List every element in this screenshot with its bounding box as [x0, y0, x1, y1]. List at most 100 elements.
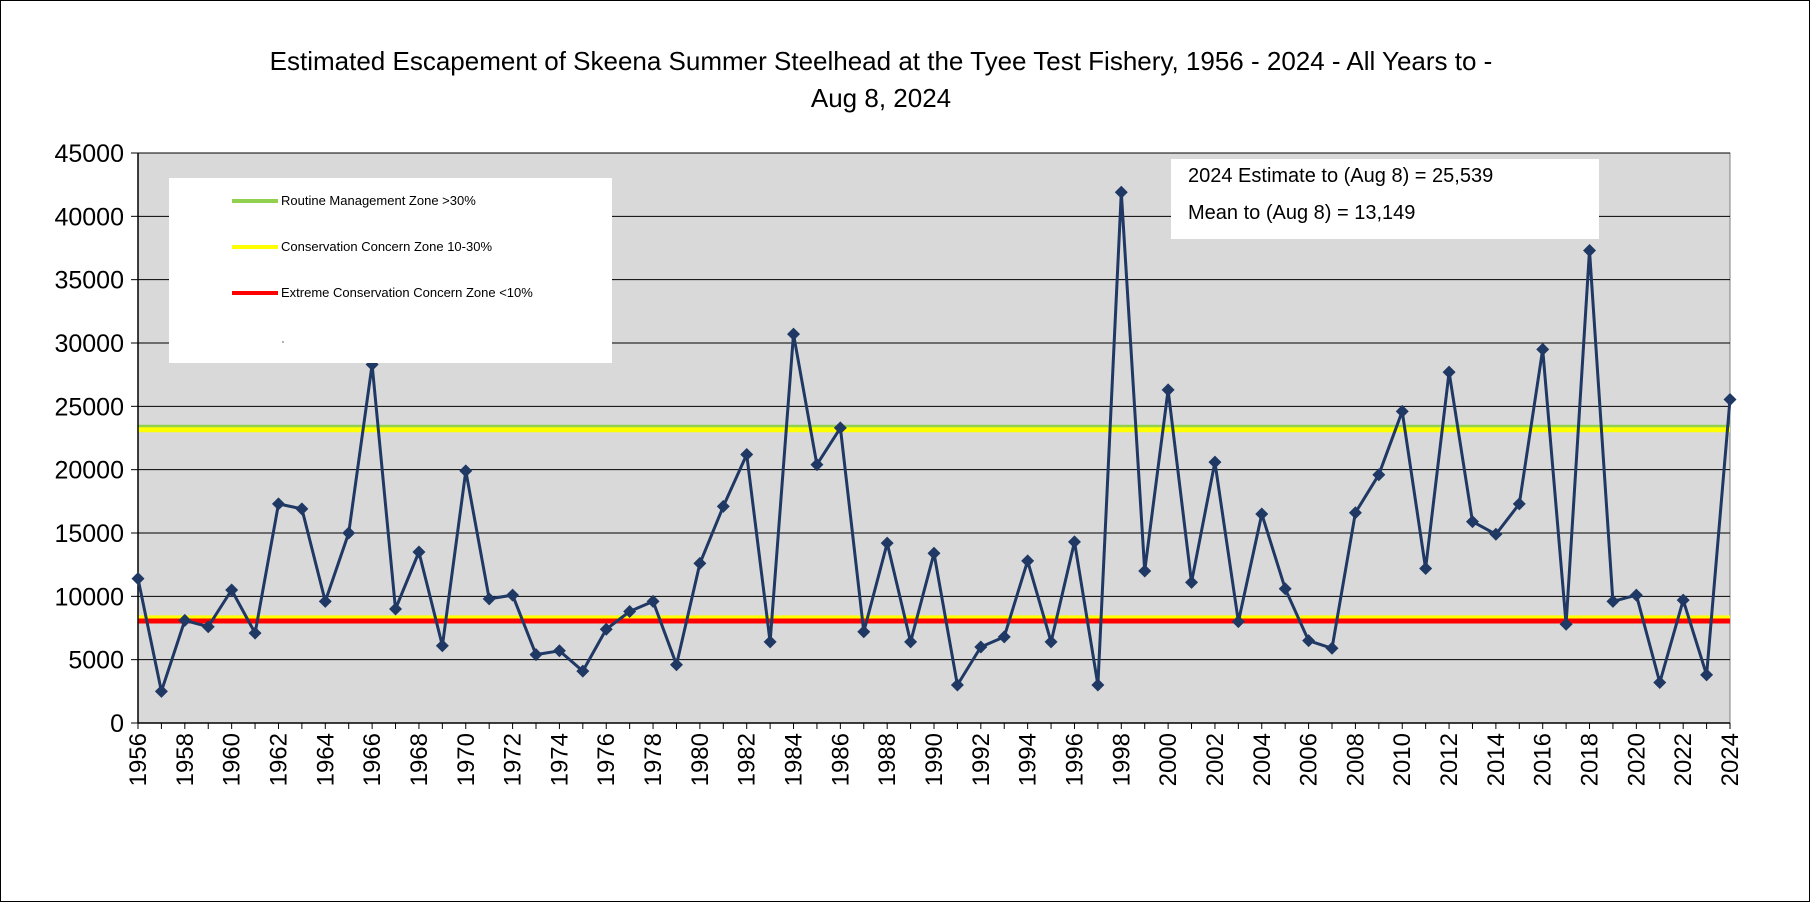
data-point-2022 [1676, 593, 1690, 607]
y-tick-label-5000: 5000 [68, 647, 124, 675]
x-tick-label-1972: 1972 [500, 733, 527, 786]
data-point-1962 [271, 497, 285, 511]
data-point-1968 [412, 545, 426, 559]
y-tick-label-0: 0 [110, 710, 124, 738]
data-point-2017 [1559, 617, 1573, 631]
x-tick-label-1980: 1980 [687, 733, 714, 786]
chart-title-line-2: Aug 8, 2024 [811, 83, 951, 113]
x-tick-label-2008: 2008 [1342, 733, 1369, 786]
x-tick-label-1974: 1974 [546, 733, 573, 786]
x-tick-label-2020: 2020 [1623, 733, 1650, 786]
data-point-2019 [1606, 594, 1620, 608]
data-point-1996 [1067, 535, 1081, 549]
data-point-1984 [787, 327, 801, 341]
y-tick-label-30000: 30000 [54, 330, 124, 358]
x-tick-label-1978: 1978 [640, 733, 667, 786]
annotation-background [1171, 159, 1599, 239]
gridlines [138, 152, 1730, 661]
data-point-1956 [131, 572, 145, 586]
data-point-1994 [1021, 554, 1035, 568]
data-point-2020 [1629, 588, 1643, 602]
y-tick-label-25000: 25000 [54, 393, 124, 421]
data-point-2003 [1231, 615, 1245, 629]
data-point-1964 [318, 594, 332, 608]
y-tick-label-15000: 15000 [54, 520, 124, 548]
data-point-1967 [389, 602, 403, 616]
x-tick-label-1984: 1984 [781, 733, 808, 786]
data-point-1958 [178, 613, 192, 627]
x-tick-label-2002: 2002 [1202, 733, 1229, 786]
legend: Routine Management Zone >30% Conservatio… [169, 178, 612, 363]
data-point-1976 [599, 622, 613, 636]
x-tick-label-1988: 1988 [874, 733, 901, 786]
x-tick-label-2012: 2012 [1436, 733, 1463, 786]
x-tick-label-2010: 2010 [1389, 733, 1416, 786]
data-point-1981 [716, 499, 730, 513]
data-point-2011 [1419, 561, 1433, 575]
data-point-1993 [997, 630, 1011, 644]
legend-label-extreme: Extreme Conservation Concern Zone <10% [281, 285, 533, 300]
x-axis-tick-labels: 1956 1958 1960 1962 1964 1966 1968 1970 1972 1974… [125, 733, 1744, 786]
data-point-2012 [1442, 365, 1456, 379]
x-tick-label-1992: 1992 [968, 733, 995, 786]
y-tick-label-40000: 40000 [54, 203, 124, 231]
x-tick-label-1986: 1986 [827, 733, 854, 786]
data-point-1972 [506, 588, 520, 602]
data-point-1992 [974, 640, 988, 654]
data-point-2021 [1653, 675, 1667, 689]
reference-lines [138, 424, 1730, 624]
x-tick-label-1960: 1960 [219, 733, 246, 786]
x-tick-label-2006: 2006 [1296, 733, 1323, 786]
y-tick-label-35000: 35000 [54, 267, 124, 295]
data-point-1978 [646, 594, 660, 608]
legend-empty-marker [282, 341, 284, 343]
data-point-1982 [740, 447, 754, 461]
x-tick-label-1966: 1966 [359, 733, 386, 786]
data-point-2013 [1465, 515, 1479, 529]
data-point-2023 [1700, 668, 1714, 682]
data-point-1960 [225, 583, 239, 597]
data-point-2009 [1372, 468, 1386, 482]
data-point-1975 [576, 664, 590, 678]
y-axis-tick-labels: 0 5000 10000 15000 20000 25000 30000 35000 40000… [54, 140, 124, 738]
data-point-2018 [1583, 244, 1597, 258]
y-tick-label-20000: 20000 [54, 457, 124, 485]
data-point-1999 [1138, 564, 1152, 578]
data-point-2006 [1302, 634, 1316, 648]
x-tick-label-1994: 1994 [1015, 733, 1042, 786]
data-point-1977 [623, 605, 637, 619]
annotation-mean: Mean to (Aug 8) = 13,149 [1188, 202, 1415, 224]
x-tick-label-1958: 1958 [172, 733, 199, 786]
data-point-1961 [248, 626, 262, 640]
x-tick-label-1982: 1982 [734, 733, 761, 786]
x-tick-label-1956: 1956 [125, 733, 152, 786]
data-series [131, 185, 1737, 698]
data-point-2015 [1512, 497, 1526, 511]
x-tick-label-1970: 1970 [453, 733, 480, 786]
data-point-1970 [459, 464, 473, 478]
data-point-1990 [927, 546, 941, 560]
x-tick-label-1996: 1996 [1061, 733, 1088, 786]
data-point-1959 [201, 620, 215, 634]
data-point-1987 [857, 625, 871, 639]
x-tick-label-1976: 1976 [593, 733, 620, 786]
x-tick-label-2014: 2014 [1483, 733, 1510, 786]
data-point-2008 [1348, 506, 1362, 520]
y-tick-label-45000: 45000 [54, 140, 124, 168]
x-tick-label-2016: 2016 [1530, 733, 1557, 786]
estimate-annotation: 2024 Estimate to (Aug 8) = 25,539 Mean t… [1171, 159, 1599, 239]
data-point-1979 [669, 658, 683, 672]
y-tick-label-10000: 10000 [54, 583, 124, 611]
data-point-1969 [435, 639, 449, 653]
x-tick-label-1964: 1964 [312, 733, 339, 786]
x-tick-label-1990: 1990 [921, 733, 948, 786]
data-point-2005 [1278, 582, 1292, 596]
legend-background [169, 178, 612, 363]
data-point-1985 [810, 458, 824, 472]
legend-label-conservation: Conservation Concern Zone 10-30% [281, 239, 492, 254]
data-point-1988 [880, 536, 894, 550]
data-point-1991 [950, 678, 964, 692]
data-point-2000 [1161, 383, 1175, 397]
data-point-1973 [529, 648, 543, 662]
